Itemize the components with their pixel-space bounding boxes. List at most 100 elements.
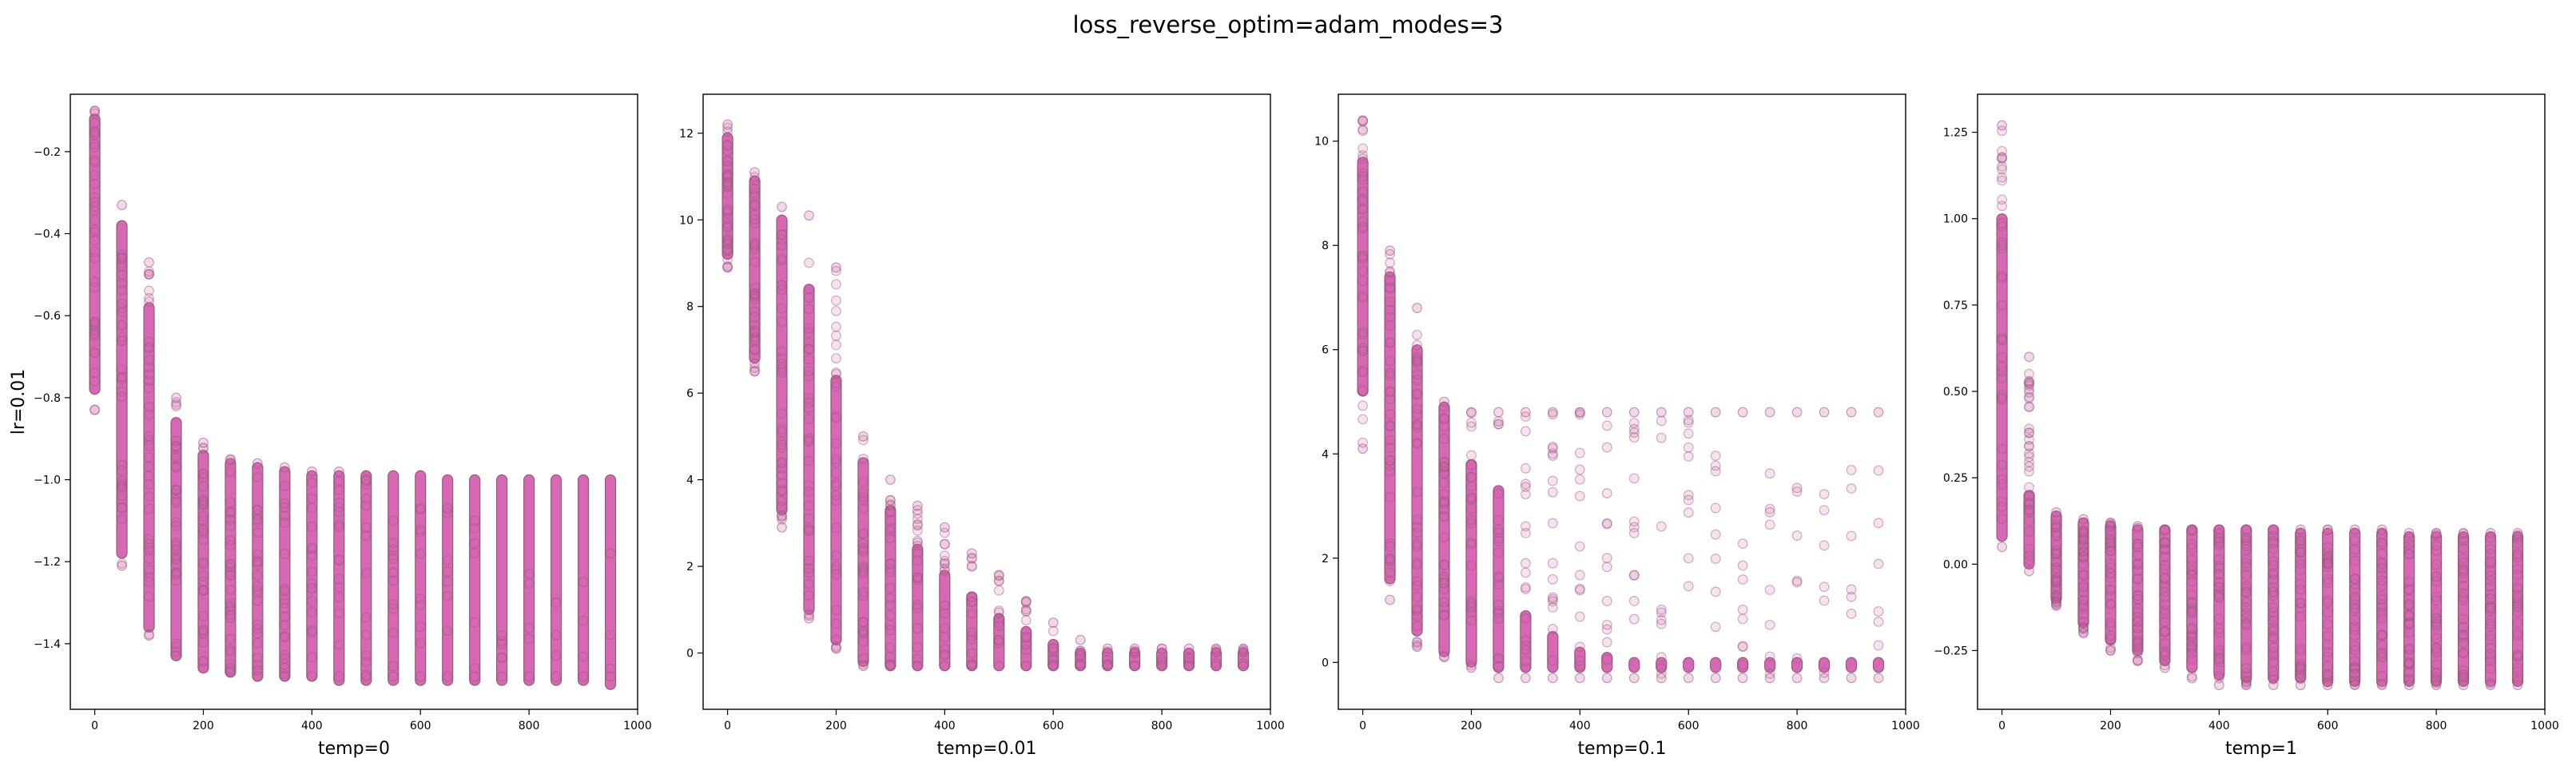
data-point	[1521, 635, 1531, 646]
data-point	[2376, 649, 2387, 660]
data-point	[2186, 602, 2197, 613]
data-point	[225, 497, 236, 508]
data-point	[831, 569, 841, 580]
data-point	[2512, 593, 2523, 604]
data-point	[912, 500, 923, 511]
data-point	[2403, 549, 2415, 560]
data-point	[2024, 384, 2034, 395]
data-point	[2024, 441, 2034, 451]
data-point	[2349, 574, 2360, 584]
data-point	[966, 548, 977, 559]
data-point	[2240, 680, 2252, 691]
data-point	[1997, 272, 2007, 284]
data-point	[831, 643, 841, 654]
data-point	[1628, 570, 1640, 581]
data-point	[749, 175, 760, 186]
data-point	[225, 506, 236, 517]
data-point	[2295, 673, 2306, 683]
data-point	[1683, 415, 1694, 426]
data-point	[1997, 120, 2007, 131]
data-point	[777, 439, 787, 450]
data-point	[2458, 543, 2469, 554]
data-point	[858, 636, 869, 647]
data-point	[804, 393, 814, 404]
data-point	[198, 611, 209, 621]
y-axis-label: lr=0.01	[9, 369, 29, 435]
data-point	[2078, 580, 2089, 591]
data-point	[117, 514, 127, 525]
data-point	[1547, 450, 1558, 461]
data-point	[523, 622, 535, 633]
data-point	[2512, 570, 2523, 580]
data-point	[1385, 538, 1395, 549]
data-point	[1791, 530, 1803, 541]
data-point	[171, 575, 181, 586]
data-point	[1047, 617, 1059, 628]
data-point	[2160, 563, 2170, 574]
data-point	[2213, 581, 2224, 593]
data-point	[2268, 536, 2279, 546]
data-point	[2349, 583, 2360, 594]
data-point	[1020, 615, 1032, 625]
data-point	[2485, 605, 2496, 617]
data-point	[1997, 366, 2007, 377]
data-point	[2349, 680, 2360, 691]
data-point	[804, 613, 814, 624]
data-point	[2376, 563, 2387, 574]
data-point	[442, 503, 453, 514]
data-point	[1997, 237, 2007, 248]
data-point	[777, 229, 787, 240]
data-point	[1358, 345, 1368, 356]
data-point	[279, 611, 290, 622]
data-point	[2512, 550, 2523, 561]
data-point	[2431, 668, 2442, 679]
data-point	[1791, 482, 1803, 494]
data-point	[2240, 677, 2252, 688]
data-point	[749, 191, 760, 202]
data-point	[2133, 637, 2143, 647]
data-point	[2133, 635, 2143, 645]
data-point	[2186, 589, 2197, 601]
data-point	[1656, 618, 1667, 629]
data-point	[144, 343, 154, 354]
data-point	[2240, 554, 2252, 566]
data-point	[1656, 407, 1667, 418]
data-point	[2512, 563, 2523, 574]
data-point	[749, 214, 760, 224]
data-point	[1574, 407, 1585, 418]
x-tick-label: 600	[1043, 720, 1064, 732]
data-point	[777, 457, 787, 468]
data-point	[117, 364, 127, 375]
data-point	[885, 661, 896, 672]
data-point	[1020, 605, 1032, 617]
data-point	[225, 658, 236, 669]
data-point	[2078, 534, 2089, 546]
data-point	[2403, 617, 2415, 628]
data-point	[2349, 625, 2360, 635]
data-point	[198, 585, 209, 596]
data-point	[117, 253, 127, 264]
data-point	[2403, 680, 2415, 691]
data-point	[1412, 369, 1422, 380]
dense-column	[1737, 657, 1749, 673]
data-point	[252, 556, 263, 567]
data-point	[2186, 641, 2197, 653]
data-point	[912, 572, 923, 583]
data-point	[2024, 402, 2034, 412]
data-point	[144, 409, 154, 420]
data-point	[885, 499, 896, 510]
data-point	[858, 590, 869, 601]
data-point	[198, 528, 209, 539]
data-point	[360, 474, 372, 485]
y-tick-label: 12	[679, 128, 694, 141]
data-point	[1493, 661, 1504, 672]
data-point	[2186, 608, 2197, 619]
y-tick-label: 0.00	[1943, 558, 1968, 571]
data-point	[252, 581, 263, 592]
data-point	[117, 475, 127, 486]
data-point	[804, 414, 814, 424]
plot-frame	[1338, 93, 1906, 710]
data-point	[831, 561, 841, 572]
data-point	[2512, 663, 2523, 673]
data-point	[1521, 567, 1531, 578]
